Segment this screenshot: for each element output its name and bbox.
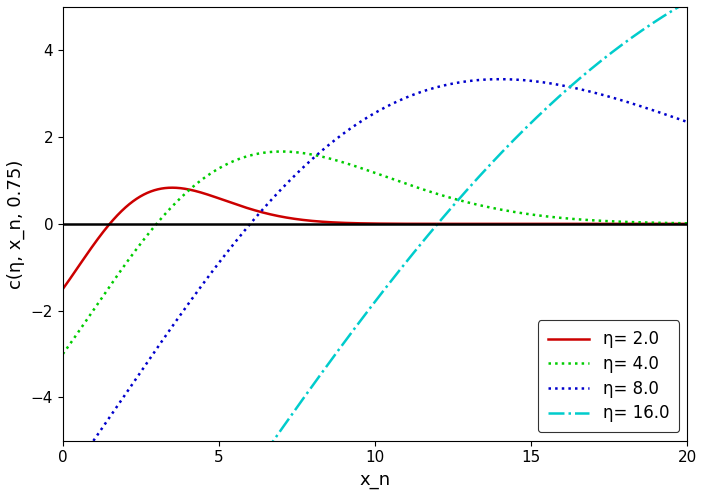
Line: η= 16.0: η= 16.0 — [63, 2, 687, 496]
η= 16.0 — [671, 6, 679, 12]
η= 8.0 — [325, 141, 334, 147]
η= 2.0 — [58, 286, 67, 292]
η= 4.0 — [277, 148, 286, 154]
η= 8.0 — [58, 481, 67, 487]
η= 2.0 — [298, 217, 307, 223]
Line: η= 8.0: η= 8.0 — [63, 79, 687, 484]
η= 2.0 — [671, 221, 679, 227]
η= 8.0 — [167, 325, 175, 331]
η= 4.0 — [130, 249, 138, 255]
η= 4.0 — [167, 204, 175, 210]
η= 2.0 — [130, 197, 138, 203]
η= 4.0 — [671, 220, 679, 226]
η= 4.0 — [604, 218, 612, 224]
η= 8.0 — [298, 165, 306, 171]
X-axis label: x_n: x_n — [360, 471, 391, 489]
η= 4.0 — [325, 156, 334, 162]
η= 2.0 — [168, 185, 177, 190]
Line: η= 2.0: η= 2.0 — [63, 187, 687, 289]
Line: η= 4.0: η= 4.0 — [63, 151, 687, 354]
η= 16.0 — [683, 0, 691, 5]
η= 4.0 — [683, 220, 691, 226]
η= 16.0 — [298, 397, 306, 403]
η= 8.0 — [683, 119, 691, 125]
η= 4.0 — [58, 351, 67, 357]
η= 8.0 — [671, 115, 679, 121]
η= 2.0 — [683, 221, 691, 227]
η= 8.0 — [604, 93, 612, 99]
η= 2.0 — [325, 219, 334, 225]
η= 2.0 — [604, 221, 612, 227]
Y-axis label: c(η, x_n, 0.75): c(η, x_n, 0.75) — [7, 159, 25, 289]
η= 16.0 — [603, 53, 612, 59]
η= 8.0 — [496, 76, 504, 82]
Legend: η= 2.0, η= 4.0, η= 8.0, η= 16.0: η= 2.0, η= 4.0, η= 8.0, η= 16.0 — [538, 320, 679, 433]
η= 8.0 — [130, 378, 138, 384]
η= 16.0 — [325, 360, 334, 366]
η= 2.0 — [167, 185, 175, 190]
η= 4.0 — [298, 150, 307, 156]
